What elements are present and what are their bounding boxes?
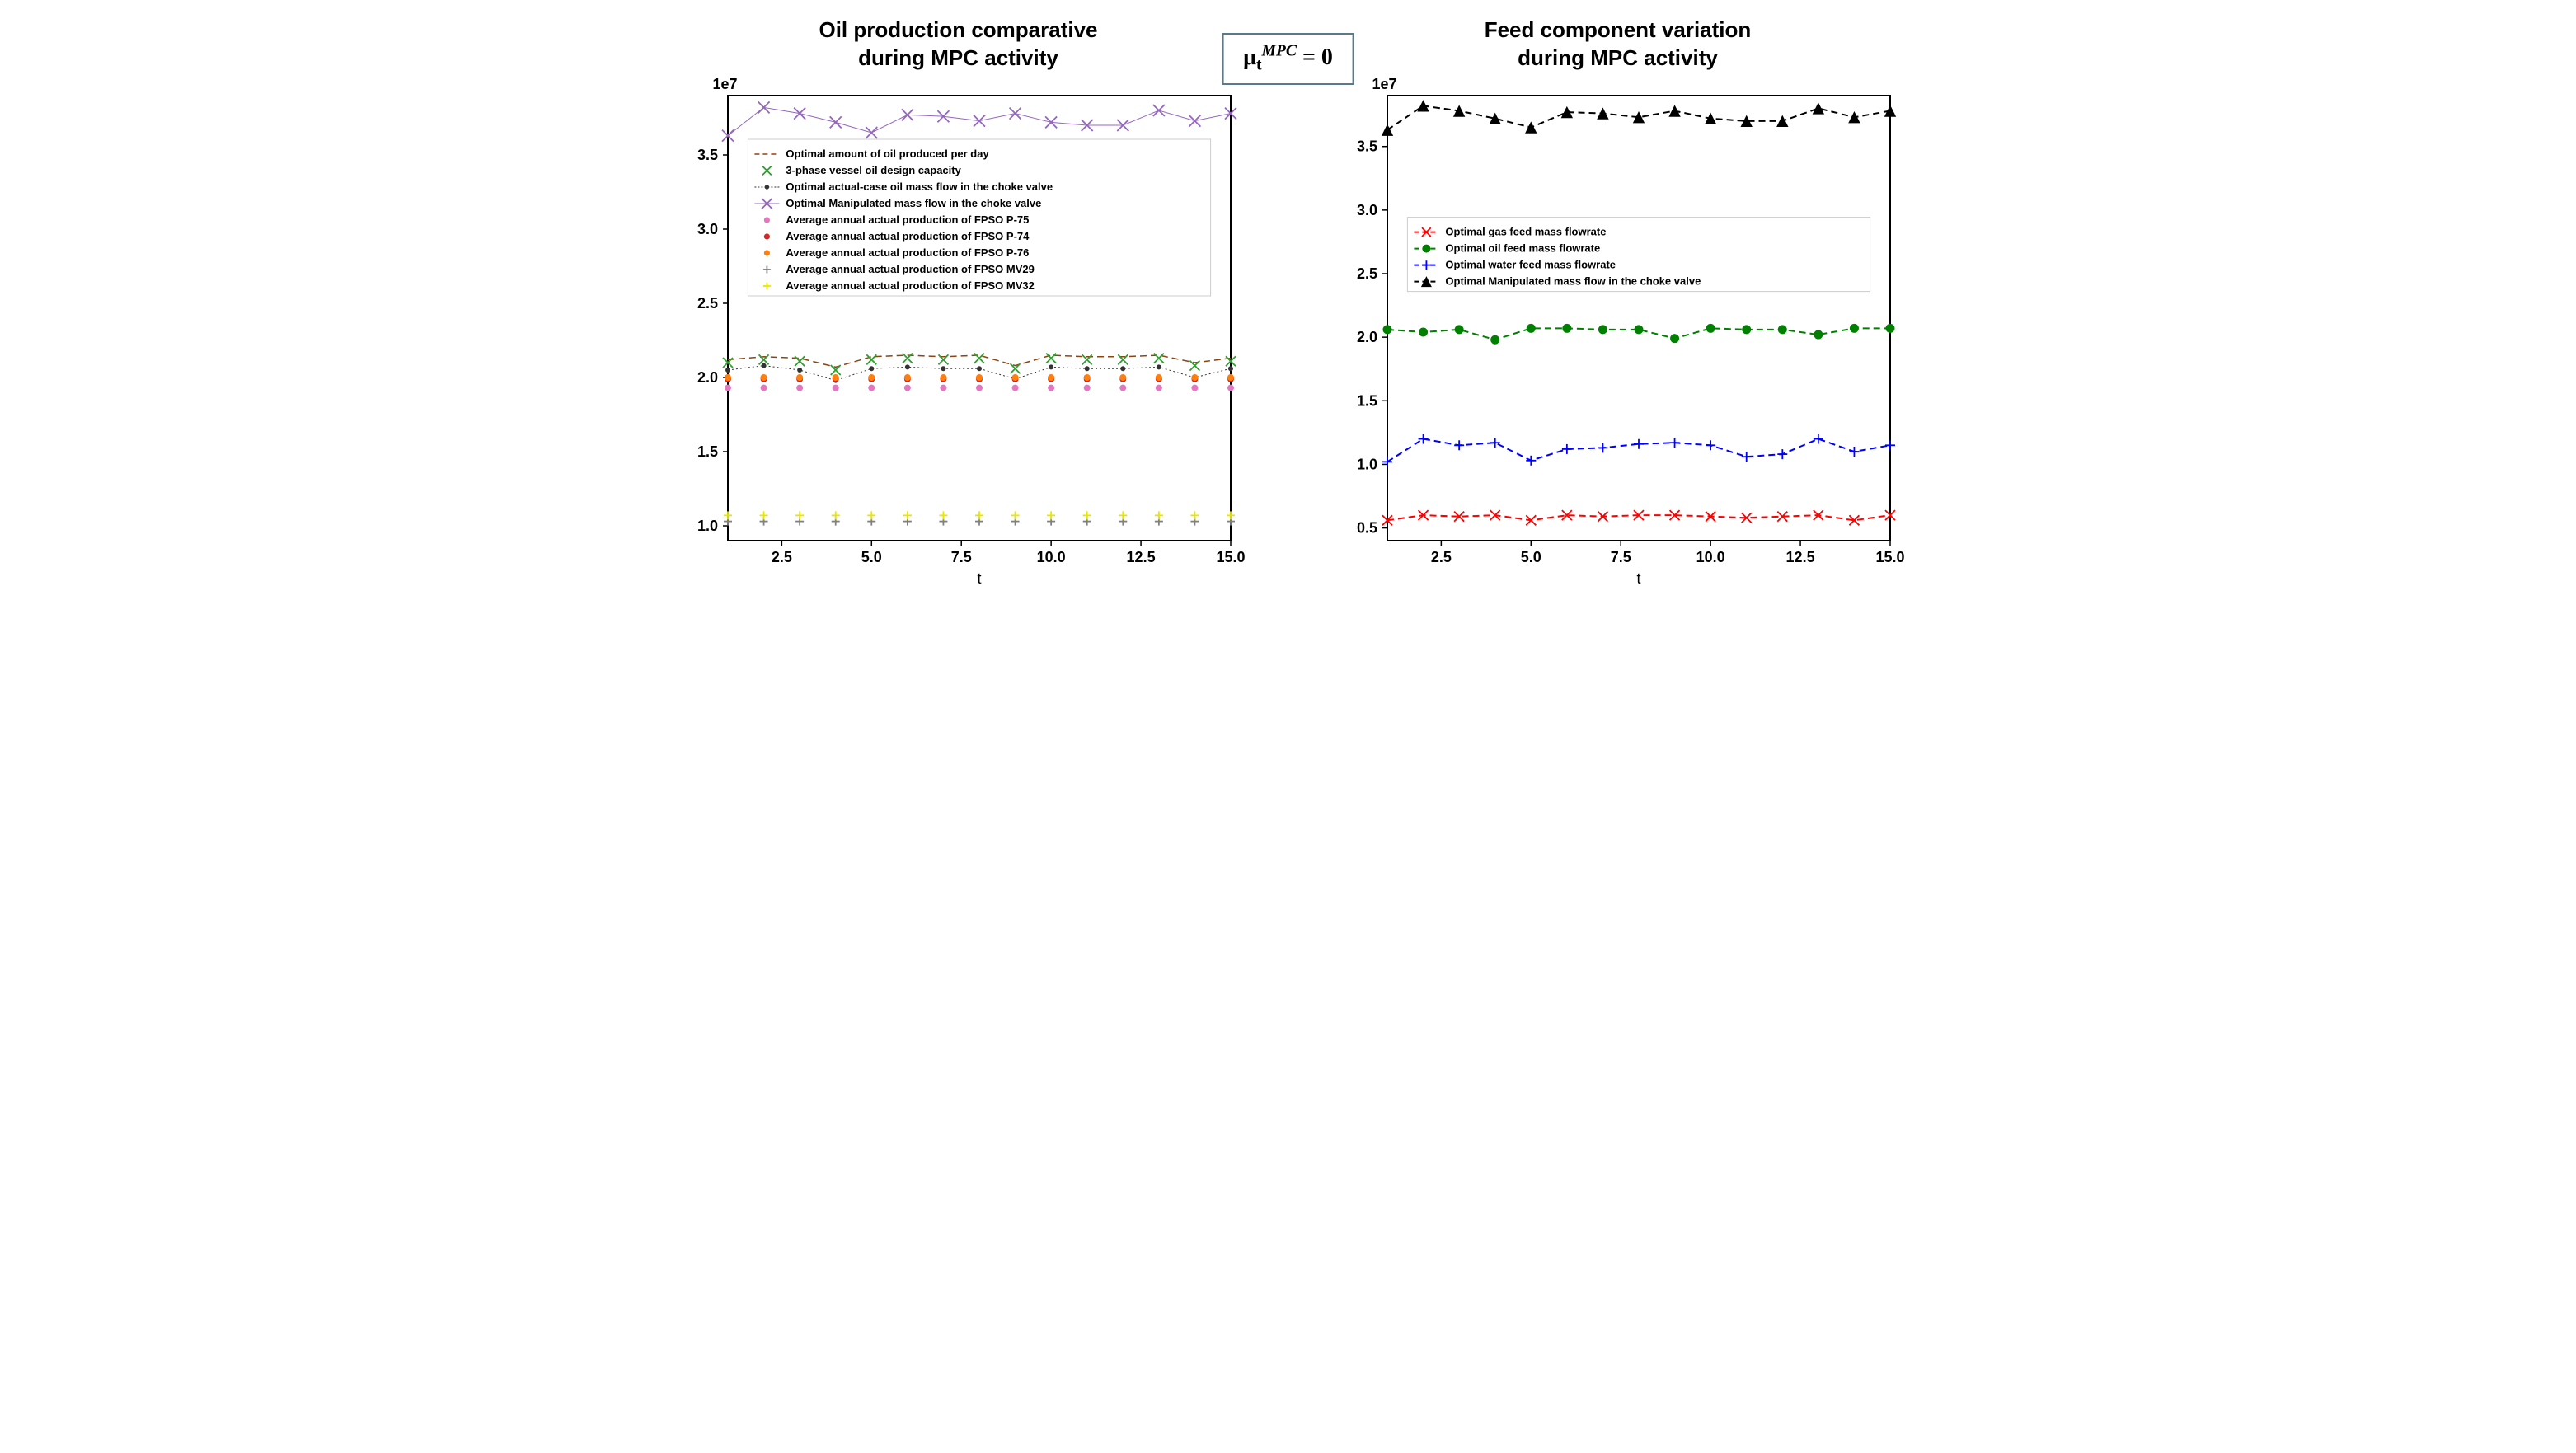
left-scale-label: 1e7 <box>713 76 738 93</box>
svg-text:3.0: 3.0 <box>697 221 717 237</box>
svg-text:7.5: 7.5 <box>1610 549 1631 565</box>
svg-text:5.0: 5.0 <box>861 549 881 565</box>
right-panel: Feed component variation during MPC acti… <box>1305 16 1931 590</box>
right-chart: 0.5 1.0 1.5 2.0 2.5 3.0 3.5 2.5 5.0 7.5 10.0 12.5 15… <box>1330 79 1907 590</box>
svg-text:15.0: 15.0 <box>1216 549 1245 565</box>
svg-text:Optimal water feed mass flowra: Optimal water feed mass flowrate <box>1445 258 1616 270</box>
svg-text:2.0: 2.0 <box>697 369 717 386</box>
svg-text:2.5: 2.5 <box>1430 549 1451 565</box>
svg-text:2.5: 2.5 <box>771 549 791 565</box>
svg-text:3.0: 3.0 <box>1356 201 1377 218</box>
svg-text:1.5: 1.5 <box>1356 392 1377 409</box>
svg-text:3.5: 3.5 <box>1356 138 1377 154</box>
svg-text:Average annual actual producti: Average annual actual production of FPSO… <box>786 230 1030 242</box>
svg-text:Average annual actual producti: Average annual actual production of FPSO… <box>786 246 1029 259</box>
svg-text:7.5: 7.5 <box>950 549 971 565</box>
svg-text:1.0: 1.0 <box>1356 456 1377 472</box>
svg-text:1.0: 1.0 <box>697 518 717 534</box>
right-scale-label: 1e7 <box>1372 76 1397 93</box>
svg-text:10.0: 10.0 <box>1036 549 1065 565</box>
left-chart: 1.0 1.5 2.0 2.5 3.0 3.5 2.5 5.0 7.5 10.0 12.5 15.0 t… <box>670 79 1247 590</box>
svg-text:2.0: 2.0 <box>1356 329 1377 345</box>
svg-text:1.5: 1.5 <box>697 443 717 460</box>
svg-text:Average annual actual producti: Average annual actual production of FPSO… <box>786 279 1034 292</box>
left-title: Oil production comparative during MPC ac… <box>819 16 1099 73</box>
svg-text:12.5: 12.5 <box>1785 549 1814 565</box>
left-panel: Oil production comparative during MPC ac… <box>645 16 1272 590</box>
svg-text:15.0: 15.0 <box>1875 549 1904 565</box>
svg-text:2.5: 2.5 <box>697 295 717 312</box>
svg-text:5.0: 5.0 <box>1520 549 1541 565</box>
svg-text:t: t <box>1636 570 1640 587</box>
figure-container: μtMPC = 0 Oil production comparative dur… <box>645 16 1931 590</box>
equation-text: μtMPC = 0 <box>1243 45 1333 70</box>
svg-text:Average annual actual producti: Average annual actual production of FPSO… <box>786 213 1029 226</box>
svg-text:10.0: 10.0 <box>1696 549 1724 565</box>
svg-text:Optimal gas feed mass flowrate: Optimal gas feed mass flowrate <box>1445 225 1606 237</box>
svg-text:0.5: 0.5 <box>1356 519 1377 536</box>
svg-text:2.5: 2.5 <box>1356 265 1377 282</box>
svg-text:Average annual actual producti: Average annual actual production of FPSO… <box>786 263 1034 275</box>
svg-text:3.5: 3.5 <box>697 147 717 163</box>
svg-text:12.5: 12.5 <box>1126 549 1155 565</box>
svg-text:Optimal Manipulated mass flow: Optimal Manipulated mass flow in the cho… <box>786 197 1041 209</box>
svg-text:Optimal actual-case oil mass f: Optimal actual-case oil mass flow in the… <box>786 180 1053 193</box>
svg-text:3-phase vessel oil design capa: 3-phase vessel oil design capacity <box>786 164 961 176</box>
right-title: Feed component variation during MPC acti… <box>1478 16 1758 73</box>
svg-text:Optimal amount of oil produced: Optimal amount of oil produced per day <box>786 148 989 160</box>
svg-text:Optimal Manipulated mass flow: Optimal Manipulated mass flow in the cho… <box>1445 274 1701 287</box>
svg-text:Optimal oil feed mass flowrate: Optimal oil feed mass flowrate <box>1445 241 1600 254</box>
equation-box: μtMPC = 0 <box>1222 33 1354 85</box>
left-chart-wrap: 1e7 1.01.52.02.53.03.52.55.07.510.012.51… <box>670 79 1247 590</box>
svg-text:t: t <box>977 570 981 587</box>
right-chart-wrap: 1e7 0.5 1.0 1.5 2.0 2.5 3.0 3.5 2.5 5.0 7.5 10.0 12… <box>1330 79 1907 590</box>
